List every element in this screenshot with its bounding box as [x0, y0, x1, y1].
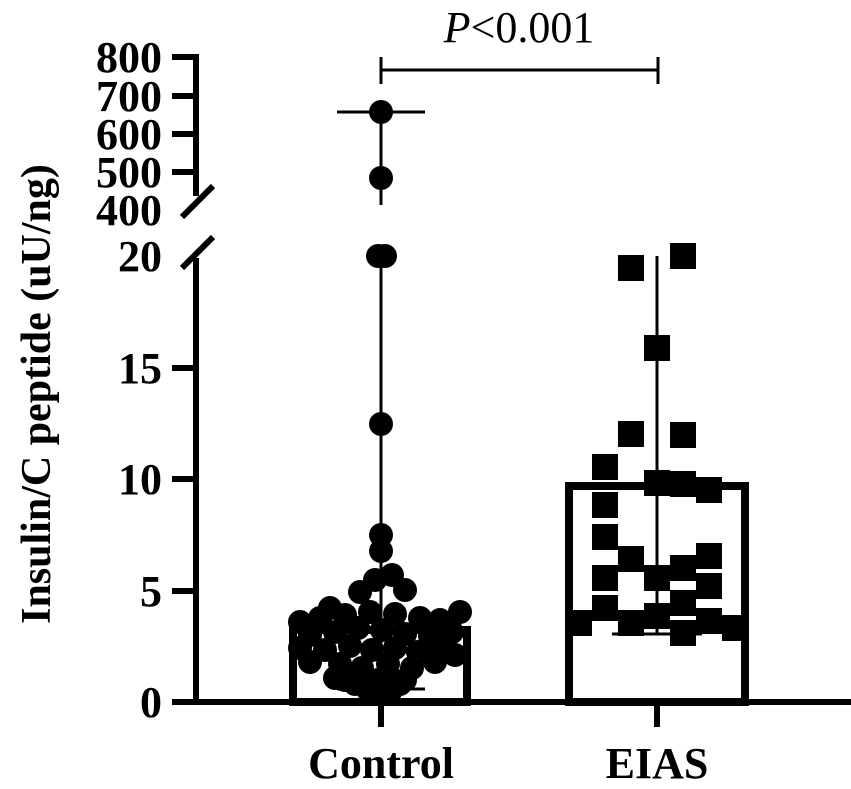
y-axis-lower-labels: 20 15 10 5 0 [118, 232, 162, 727]
control-points [288, 100, 472, 706]
significance-bracket [379, 57, 660, 84]
tick-15: 15 [118, 344, 162, 393]
tick-800: 800 [96, 33, 162, 82]
error-bar-control [337, 110, 425, 691]
y-axis-title: Insulin/C peptide (uU/ng) [14, 164, 60, 624]
x-axis-ticks [378, 702, 660, 727]
eias-points [566, 243, 748, 646]
y-axis-upper [172, 54, 216, 220]
p-symbol: P [443, 3, 471, 52]
y-axis-upper-labels: 800 700 600 500 400 [96, 33, 162, 235]
tick-5: 5 [140, 567, 162, 616]
p-value-annotation: P<0.001 [443, 3, 595, 52]
tick-700: 700 [96, 72, 162, 121]
p-value-text: <0.001 [471, 3, 595, 52]
tick-0: 0 [140, 678, 162, 727]
category-label-eias: EIAS [606, 739, 709, 788]
tick-20: 20 [118, 232, 162, 281]
tick-500: 500 [96, 148, 162, 197]
category-label-control: Control [308, 739, 454, 788]
tick-400: 400 [96, 186, 162, 235]
tick-10: 10 [118, 455, 162, 504]
y-axis-lower [172, 234, 851, 705]
tick-600: 600 [96, 110, 162, 159]
